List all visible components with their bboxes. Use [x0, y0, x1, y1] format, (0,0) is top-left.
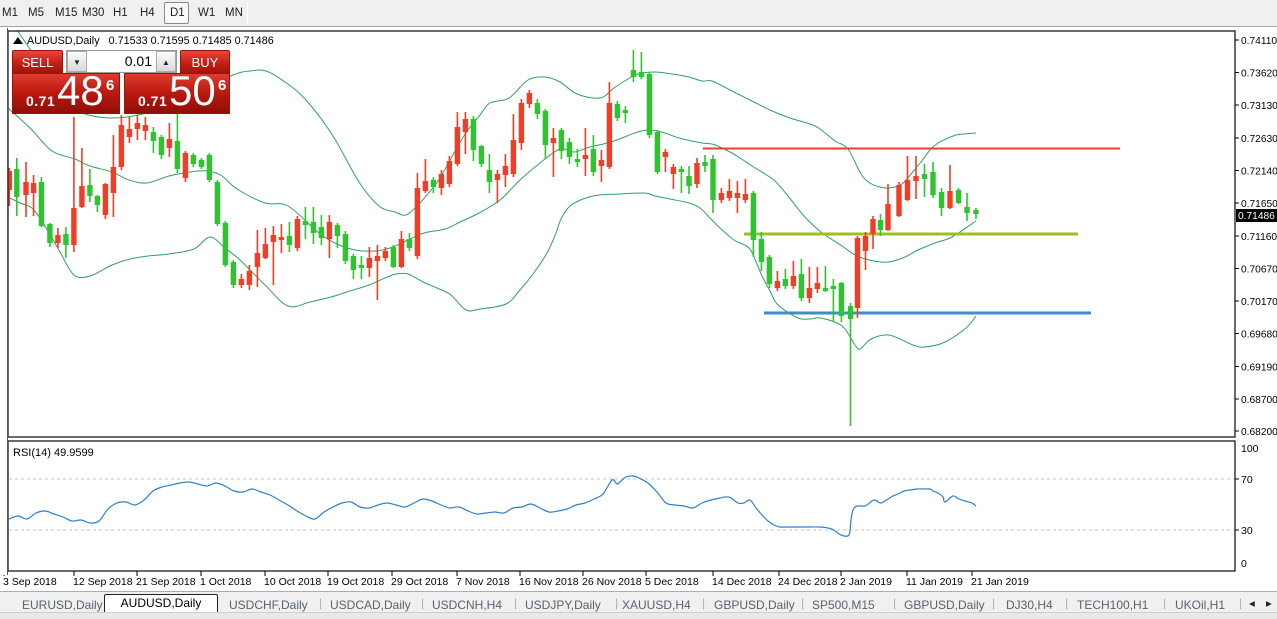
svg-text:0: 0 [1241, 558, 1247, 570]
svg-text:0.71486: 0.71486 [1238, 211, 1275, 222]
svg-text:21 Jan 2019: 21 Jan 2019 [971, 576, 1029, 588]
svg-text:7 Nov 2018: 7 Nov 2018 [456, 576, 510, 588]
svg-text:30: 30 [1241, 525, 1253, 537]
svg-text:1 Oct 2018: 1 Oct 2018 [200, 576, 252, 588]
svg-text:0.74110: 0.74110 [1241, 36, 1277, 47]
svg-text:100: 100 [1241, 443, 1259, 455]
svg-text:19 Oct 2018: 19 Oct 2018 [327, 576, 384, 588]
svg-text:0.68200: 0.68200 [1241, 427, 1277, 438]
svg-text:24 Dec 2018: 24 Dec 2018 [778, 576, 838, 588]
svg-text:0.70170: 0.70170 [1241, 297, 1277, 308]
svg-text:0.71160: 0.71160 [1241, 232, 1277, 243]
svg-text:14 Dec 2018: 14 Dec 2018 [712, 576, 772, 588]
svg-text:12 Sep 2018: 12 Sep 2018 [73, 576, 133, 588]
svg-text:3 Sep 2018: 3 Sep 2018 [3, 576, 57, 588]
svg-text:0.72630: 0.72630 [1241, 134, 1277, 145]
svg-text:0.69680: 0.69680 [1241, 330, 1277, 341]
svg-text:29 Oct 2018: 29 Oct 2018 [391, 576, 448, 588]
svg-text:21 Sep 2018: 21 Sep 2018 [136, 576, 196, 588]
svg-text:0.73130: 0.73130 [1241, 101, 1277, 112]
svg-text:RSI(14) 49.9599: RSI(14) 49.9599 [13, 447, 94, 459]
svg-text:0.72140: 0.72140 [1241, 167, 1277, 178]
svg-text:70: 70 [1241, 474, 1253, 486]
svg-text:5 Dec 2018: 5 Dec 2018 [645, 576, 699, 588]
svg-text:2 Jan 2019: 2 Jan 2019 [840, 576, 892, 588]
svg-text:10 Oct 2018: 10 Oct 2018 [264, 576, 321, 588]
svg-text:0.71650: 0.71650 [1241, 199, 1277, 210]
svg-text:0.73620: 0.73620 [1241, 69, 1277, 80]
svg-text:0.69190: 0.69190 [1241, 363, 1277, 374]
svg-text:26 Nov 2018: 26 Nov 2018 [582, 576, 642, 588]
svg-text:AUDUSD,Daily 0.71533 0.71595: AUDUSD,Daily 0.71533 0.71595 0.71485 0.7… [27, 35, 274, 47]
svg-text:16 Nov 2018: 16 Nov 2018 [519, 576, 579, 588]
svg-text:0.70670: 0.70670 [1241, 265, 1277, 276]
svg-text:0.68700: 0.68700 [1241, 395, 1277, 406]
svg-text:11 Jan 2019: 11 Jan 2019 [906, 576, 963, 588]
